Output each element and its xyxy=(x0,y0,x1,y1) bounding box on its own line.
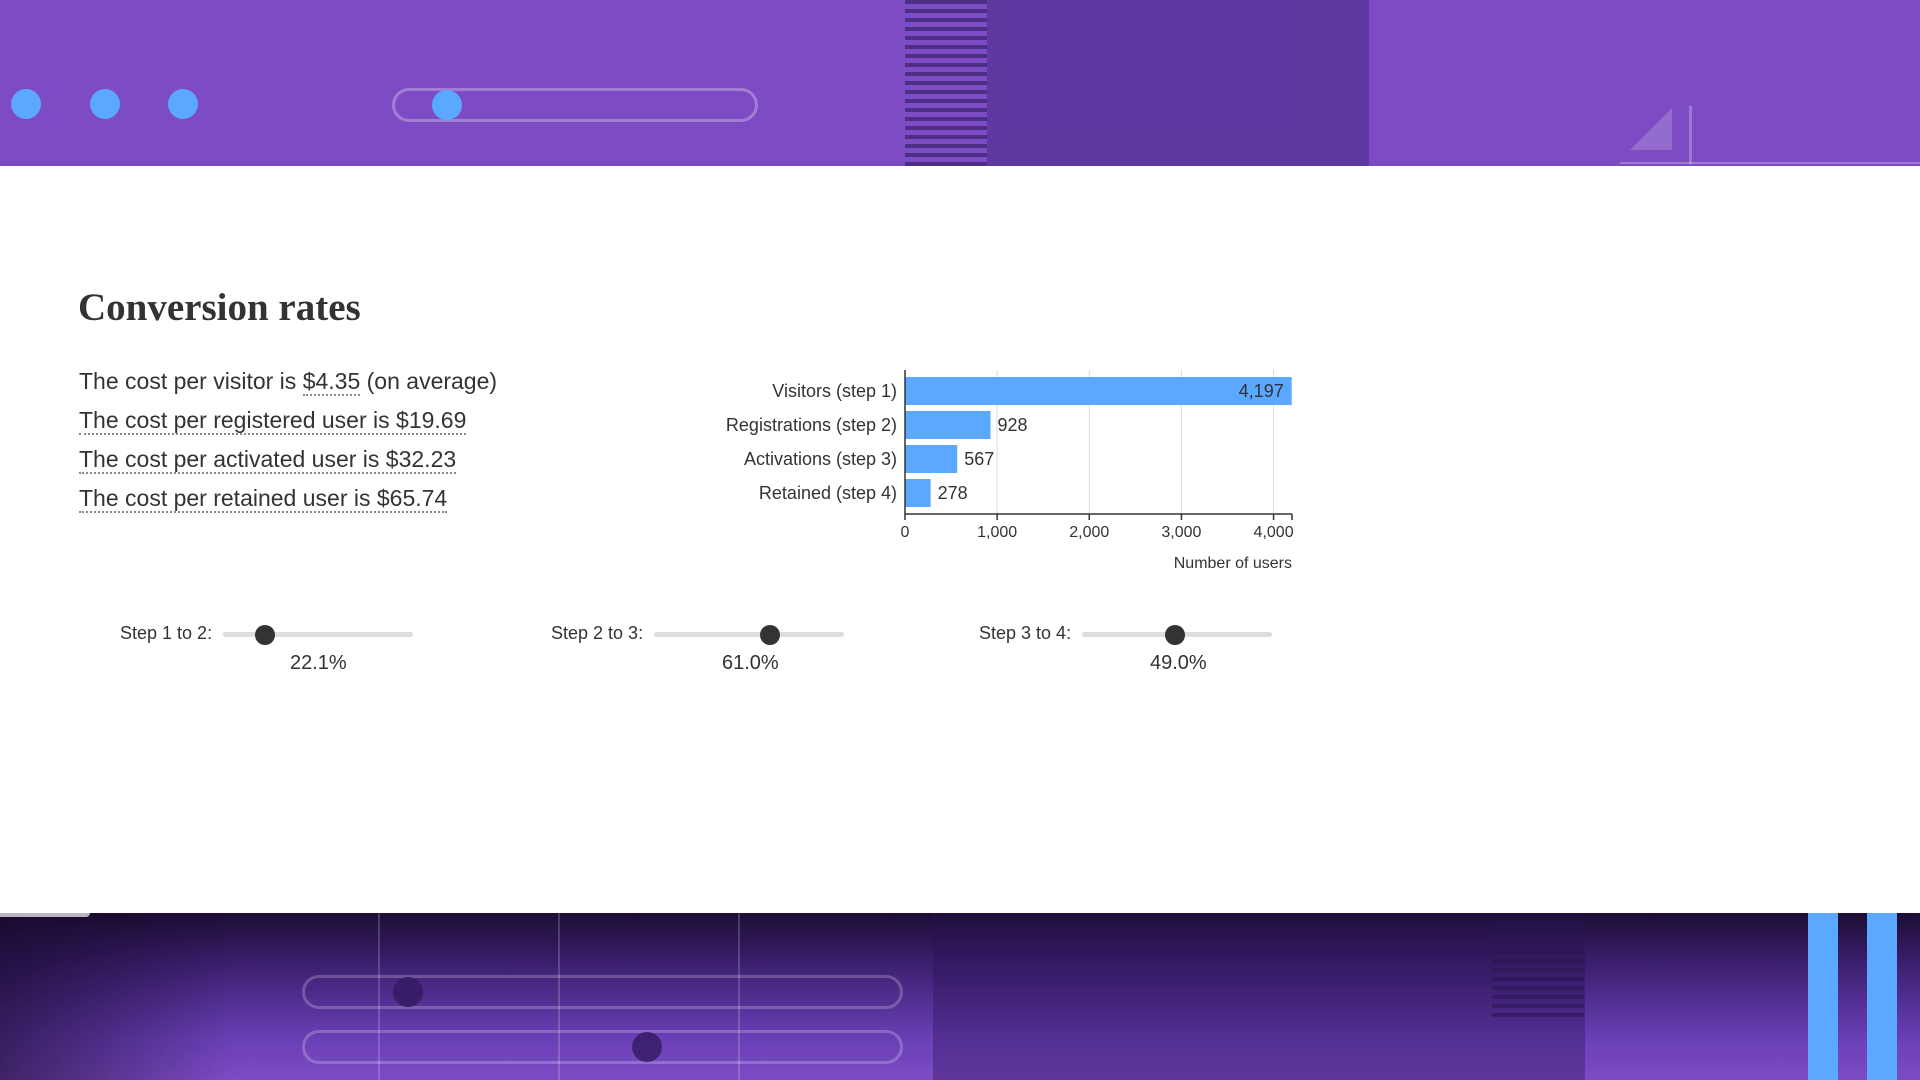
slider-value: 49.0% xyxy=(1150,652,1207,674)
cost-value: $4.35 xyxy=(302,368,361,396)
bar xyxy=(905,479,931,507)
slider-track[interactable] xyxy=(223,632,413,637)
category-label: Visitors (step 1) xyxy=(772,381,897,401)
decorative-panel xyxy=(933,913,1585,1080)
slider-step-3-to-4[interactable]: Step 3 to 4: 49.0% xyxy=(979,620,1299,680)
x-tick-label: 1,000 xyxy=(977,524,1017,541)
data-label: 567 xyxy=(964,449,994,469)
decorative-slider-track xyxy=(392,88,758,122)
decorative-line xyxy=(1689,106,1692,164)
bar xyxy=(905,445,958,473)
decorative-line xyxy=(0,913,90,917)
window-dot xyxy=(90,89,120,119)
cost-per-visitor: The cost per visitor is $4.35 (on averag… xyxy=(79,368,498,396)
decorative-line xyxy=(1620,162,1920,164)
cost-suffix: (on average) xyxy=(360,368,498,394)
decorative-slider-track xyxy=(302,975,903,1009)
bar xyxy=(905,411,991,439)
decorative-stripes xyxy=(1492,923,1584,1019)
bar xyxy=(905,377,1292,405)
x-tick-label: 3,000 xyxy=(1161,524,1201,541)
decorative-line xyxy=(378,913,380,1080)
page-title: Conversion rates xyxy=(78,286,361,329)
x-tick-label: 2,000 xyxy=(1069,524,1109,541)
slider-track[interactable] xyxy=(654,632,844,637)
cost-text: The cost per retained user is $65.74 xyxy=(79,485,448,513)
decorative-line xyxy=(738,913,740,1080)
slider-knob[interactable] xyxy=(254,625,275,645)
cost-per-activated-user: The cost per activated user is $32.23 xyxy=(79,446,457,474)
cost-per-retained-user: The cost per retained user is $65.74 xyxy=(79,485,448,513)
cost-prefix: The cost per visitor is xyxy=(79,368,303,394)
category-label: Retained (step 4) xyxy=(759,483,897,503)
decorative-slider-knob xyxy=(632,1032,662,1062)
decorative-slider-knob xyxy=(432,90,462,120)
decorative-line xyxy=(558,913,560,1080)
slider-step-2-to-3[interactable]: Step 2 to 3: 61.0% xyxy=(551,620,871,680)
slider-knob[interactable] xyxy=(759,625,780,645)
decorative-bar xyxy=(1808,913,1838,1080)
decorative-slider-knob xyxy=(393,977,423,1007)
window-dot xyxy=(168,89,198,119)
decorative-stripes xyxy=(905,0,987,166)
funnel-bar-chart: Visitors (step 1) 4,197 Registrations (ste… xyxy=(726,370,1294,572)
cost-text: The cost per activated user is $32.23 xyxy=(79,446,457,474)
slider-label: Step 1 to 2: xyxy=(120,623,213,643)
decorative-slider-track xyxy=(302,1030,903,1064)
cost-per-registered-user: The cost per registered user is $19.69 xyxy=(79,407,467,435)
decorative-panel xyxy=(987,0,1369,166)
slider-step-1-to-2[interactable]: Step 1 to 2: 22.1% xyxy=(120,620,440,680)
slider-label: Step 3 to 4: xyxy=(979,623,1072,643)
x-axis-title: Number of users xyxy=(1174,555,1292,572)
x-tick-label: 4,000 xyxy=(1254,524,1294,541)
slider-value: 61.0% xyxy=(722,652,779,674)
category-label: Registrations (step 2) xyxy=(726,415,897,435)
main-content: Conversion rates The cost per visitor is… xyxy=(0,166,1920,913)
data-label: 928 xyxy=(998,415,1028,435)
footer-decoration xyxy=(0,913,1920,1080)
decorative-bar xyxy=(1867,913,1897,1080)
slider-knob[interactable] xyxy=(1165,625,1186,645)
slider-value: 22.1% xyxy=(290,652,347,674)
decorative-triangle xyxy=(1630,108,1672,150)
data-label: 4,197 xyxy=(1239,381,1284,401)
window-dot xyxy=(11,89,41,119)
decorative-panel xyxy=(0,913,235,1080)
header-decoration xyxy=(0,0,1920,166)
slider-label: Step 2 to 3: xyxy=(551,623,644,643)
category-label: Activations (step 3) xyxy=(744,449,897,469)
data-label: 278 xyxy=(938,483,968,503)
x-tick-label: 0 xyxy=(901,524,910,541)
cost-text: The cost per registered user is $19.69 xyxy=(79,407,467,435)
